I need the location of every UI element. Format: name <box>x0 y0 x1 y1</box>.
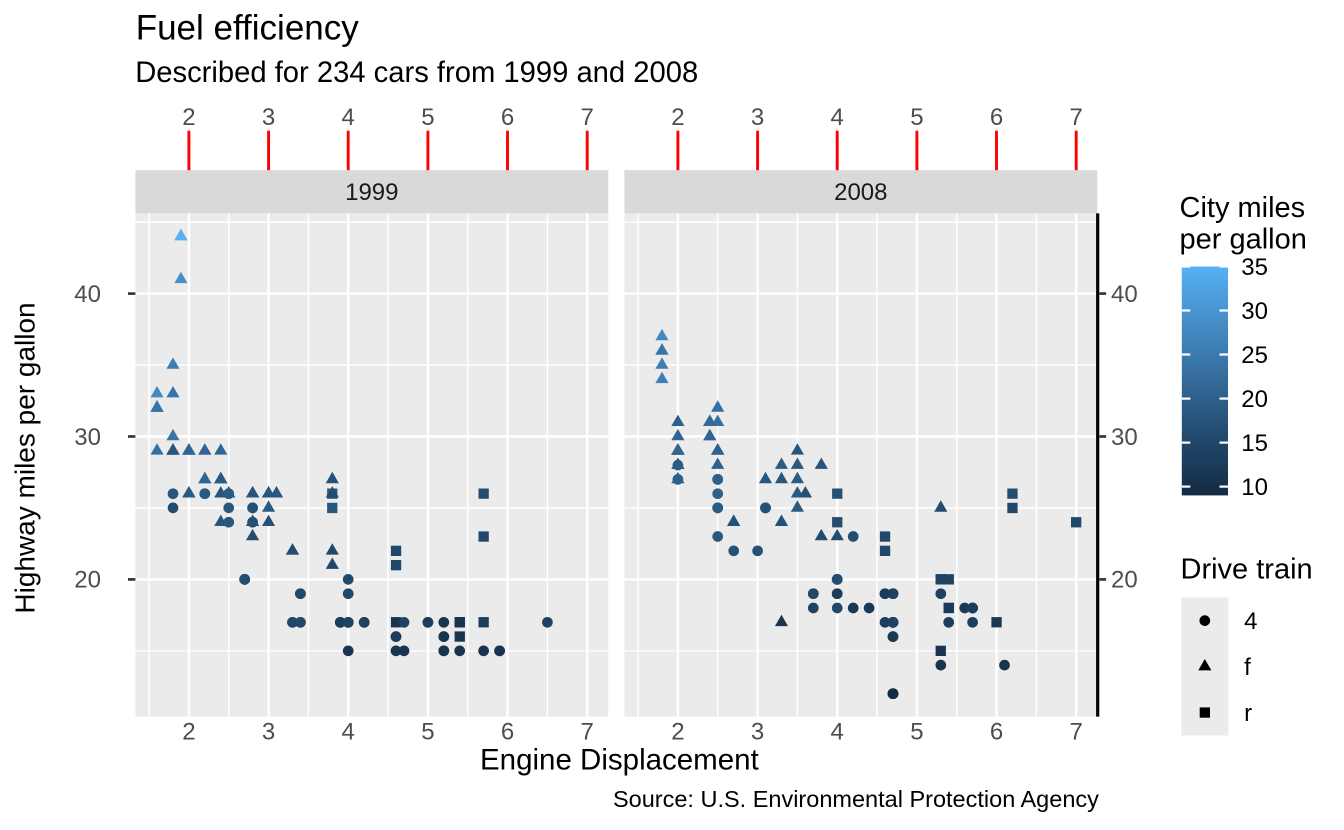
svg-text:15: 15 <box>1241 430 1268 457</box>
svg-text:20: 20 <box>1111 567 1138 594</box>
svg-text:3: 3 <box>751 718 764 745</box>
svg-text:6: 6 <box>501 718 514 745</box>
svg-text:Drive train: Drive train <box>1181 554 1313 586</box>
svg-text:4: 4 <box>1244 608 1257 635</box>
svg-text:20: 20 <box>74 567 101 594</box>
svg-text:7: 7 <box>1070 718 1083 745</box>
svg-text:City miles: City miles <box>1180 192 1306 224</box>
svg-text:per gallon: per gallon <box>1180 223 1307 255</box>
svg-text:6: 6 <box>501 104 514 131</box>
svg-text:Described for 234 cars from 19: Described for 234 cars from 1999 and 200… <box>135 57 698 89</box>
svg-text:1999: 1999 <box>345 179 398 206</box>
svg-text:Highway miles per gallon: Highway miles per gallon <box>10 302 41 613</box>
svg-text:10: 10 <box>1241 474 1268 501</box>
svg-text:30: 30 <box>1111 424 1138 451</box>
svg-text:2: 2 <box>182 104 195 131</box>
svg-text:20: 20 <box>1241 386 1268 413</box>
svg-text:2008: 2008 <box>834 179 887 206</box>
svg-text:4: 4 <box>342 718 355 745</box>
svg-text:30: 30 <box>1241 298 1268 325</box>
svg-text:30: 30 <box>74 424 101 451</box>
svg-text:Source: U.S. Environmental Pro: Source: U.S. Environmental Protection Ag… <box>613 786 1099 812</box>
svg-text:5: 5 <box>910 718 923 745</box>
svg-text:5: 5 <box>421 104 434 131</box>
svg-text:40: 40 <box>74 281 101 308</box>
svg-text:r: r <box>1244 700 1252 727</box>
svg-text:7: 7 <box>581 104 594 131</box>
svg-text:2: 2 <box>671 104 684 131</box>
svg-text:4: 4 <box>831 104 844 131</box>
svg-text:f: f <box>1244 654 1251 681</box>
svg-text:25: 25 <box>1241 342 1268 369</box>
svg-text:5: 5 <box>421 718 434 745</box>
svg-text:7: 7 <box>581 718 594 745</box>
svg-text:3: 3 <box>262 718 275 745</box>
svg-text:Fuel efficiency: Fuel efficiency <box>136 9 360 48</box>
svg-text:4: 4 <box>831 718 844 745</box>
svg-text:4: 4 <box>342 104 355 131</box>
svg-text:2: 2 <box>671 718 684 745</box>
svg-text:5: 5 <box>910 104 923 131</box>
svg-text:Engine Displacement: Engine Displacement <box>480 744 759 777</box>
svg-text:6: 6 <box>990 718 1003 745</box>
svg-text:35: 35 <box>1241 254 1268 281</box>
svg-text:2: 2 <box>182 718 195 745</box>
svg-text:3: 3 <box>262 104 275 131</box>
svg-text:3: 3 <box>751 104 764 131</box>
svg-text:7: 7 <box>1070 104 1083 131</box>
svg-text:40: 40 <box>1111 281 1138 308</box>
svg-text:6: 6 <box>990 104 1003 131</box>
